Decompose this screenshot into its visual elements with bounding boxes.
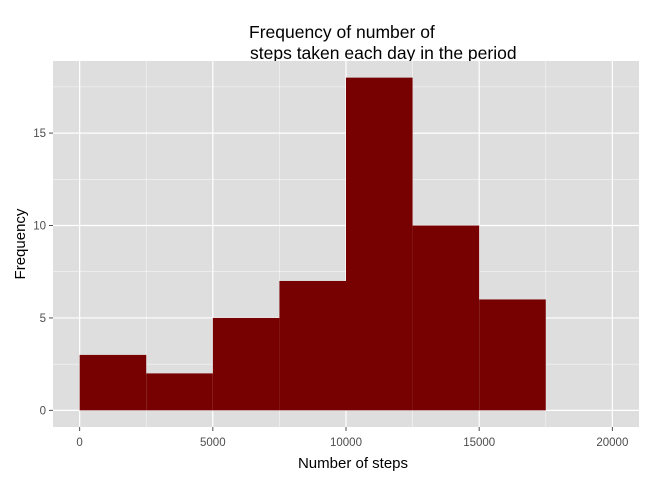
x-axis-title: Number of steps [298, 455, 408, 472]
x-tick-label: 10000 [330, 437, 362, 449]
y-axis-title: Frequency [12, 208, 29, 279]
histogram-bar-2 [212, 317, 280, 411]
histogram-bar-5 [412, 225, 480, 411]
chart-title-line-2: steps taken each day in the period [250, 43, 517, 63]
y-tick-label: 15 [33, 128, 46, 140]
chart-title-line-1: Frequency of number of [249, 22, 435, 42]
y-tick-label: 0 [40, 405, 46, 417]
x-tick-label: 15000 [463, 437, 495, 449]
x-tick-label: 0 [76, 437, 82, 449]
y-tick-label: 5 [40, 313, 46, 325]
histogram-bar-0 [79, 354, 147, 411]
x-axis-ticks: 0 5000 10000 15000 20000 [76, 427, 628, 449]
histogram-bar-1 [146, 373, 213, 411]
histogram-bar-3 [279, 280, 346, 411]
x-tick-label: 5000 [200, 437, 226, 449]
x-tick-label: 20000 [596, 437, 628, 449]
histogram-bar-4 [346, 77, 413, 411]
y-tick-label: 10 [33, 221, 46, 233]
y-axis-ticks: 0 5 10 15 [33, 128, 53, 417]
histogram-bars [79, 77, 546, 411]
chart-title: Frequency of number of steps taken each … [249, 22, 517, 63]
histogram-bar-6 [479, 299, 546, 411]
